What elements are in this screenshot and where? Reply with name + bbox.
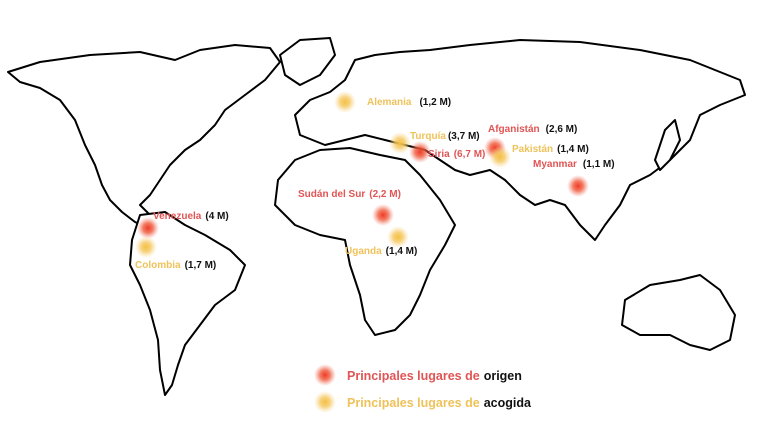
legend-swatch (314, 364, 336, 386)
host-labels: Colombia (1,7 M) Uganda (1,4 M) Turquía (3,… (135, 97, 589, 271)
origin-labels: Venezuela (4 M) Sudán del Sur (2,2 M) Siri… (153, 124, 615, 222)
place-label: Uganda (1,4 M) (345, 246, 417, 257)
place-figure: (3,7 M) (448, 131, 480, 142)
origin-markers (137, 137, 589, 239)
continents (7, 37, 746, 396)
legend-word: origen (484, 369, 522, 383)
legend-word: acogida (484, 396, 532, 410)
place-figure: (1,7 M) (185, 260, 217, 271)
legend-entry: Principales lugares de origen (347, 369, 522, 383)
origin-dot (137, 217, 159, 239)
legend-prefix: Principales lugares de (347, 396, 480, 410)
place-figure: (1,1 M) (583, 159, 615, 170)
place-figure: (1,4 M) (386, 246, 418, 257)
origin-dot (372, 204, 394, 226)
place-name: Colombia (135, 260, 181, 271)
place-label: Sudán del Sur (2,2 M) (298, 189, 401, 200)
greenland (279, 37, 336, 86)
host-dot (387, 226, 409, 248)
origin-dot (567, 175, 589, 197)
place-name: Uganda (345, 246, 382, 257)
africa (274, 147, 456, 336)
host-dot (489, 146, 511, 168)
legend: Principales lugares de origen Principales… (314, 364, 532, 413)
place-name: Sudán del Sur (298, 189, 365, 200)
place-figure: (1,4 M) (557, 144, 589, 155)
australia (621, 274, 736, 351)
place-figure: (6,7 M) (454, 149, 486, 160)
host-dot (389, 132, 411, 154)
legend-entry: Principales lugares de acogida (347, 396, 532, 410)
place-label: Colombia (1,7 M) (135, 260, 216, 271)
place-name: Pakistán (512, 144, 553, 155)
place-name: Alemania (367, 97, 412, 108)
place-figure: (1,2 M) (419, 97, 451, 108)
host-dot (135, 236, 157, 258)
south-america (129, 211, 246, 396)
host-markers (135, 91, 511, 258)
place-label: Myanmar (1,1 M) (533, 159, 615, 170)
place-name: Afganistán (488, 124, 540, 135)
legend-prefix: Principales lugares de (347, 369, 480, 383)
place-name: Turquía (410, 131, 446, 142)
place-label: Venezuela (4 M) (153, 211, 229, 222)
place-label: Pakistán (1,4 M) (512, 144, 589, 155)
place-label: Siria (6,7 M) (428, 149, 485, 160)
legend-swatch (314, 391, 336, 413)
europe-asia (294, 39, 746, 241)
place-label: Alemania (1,2 M) (367, 97, 451, 108)
place-figure: (2,2 M) (369, 189, 401, 200)
place-name: Venezuela (153, 211, 202, 222)
place-label: Afganistán (2,6 M) (488, 124, 577, 135)
origin-dot (409, 141, 431, 163)
place-figure: (4 M) (205, 211, 228, 222)
place-figure: (2,6 M) (546, 124, 578, 135)
place-name: Myanmar (533, 159, 577, 170)
place-name: Siria (428, 149, 450, 160)
host-dot (334, 91, 356, 113)
north-america (7, 44, 281, 229)
place-label: Turquía (3,7 M) (410, 131, 480, 142)
japan (654, 119, 681, 171)
